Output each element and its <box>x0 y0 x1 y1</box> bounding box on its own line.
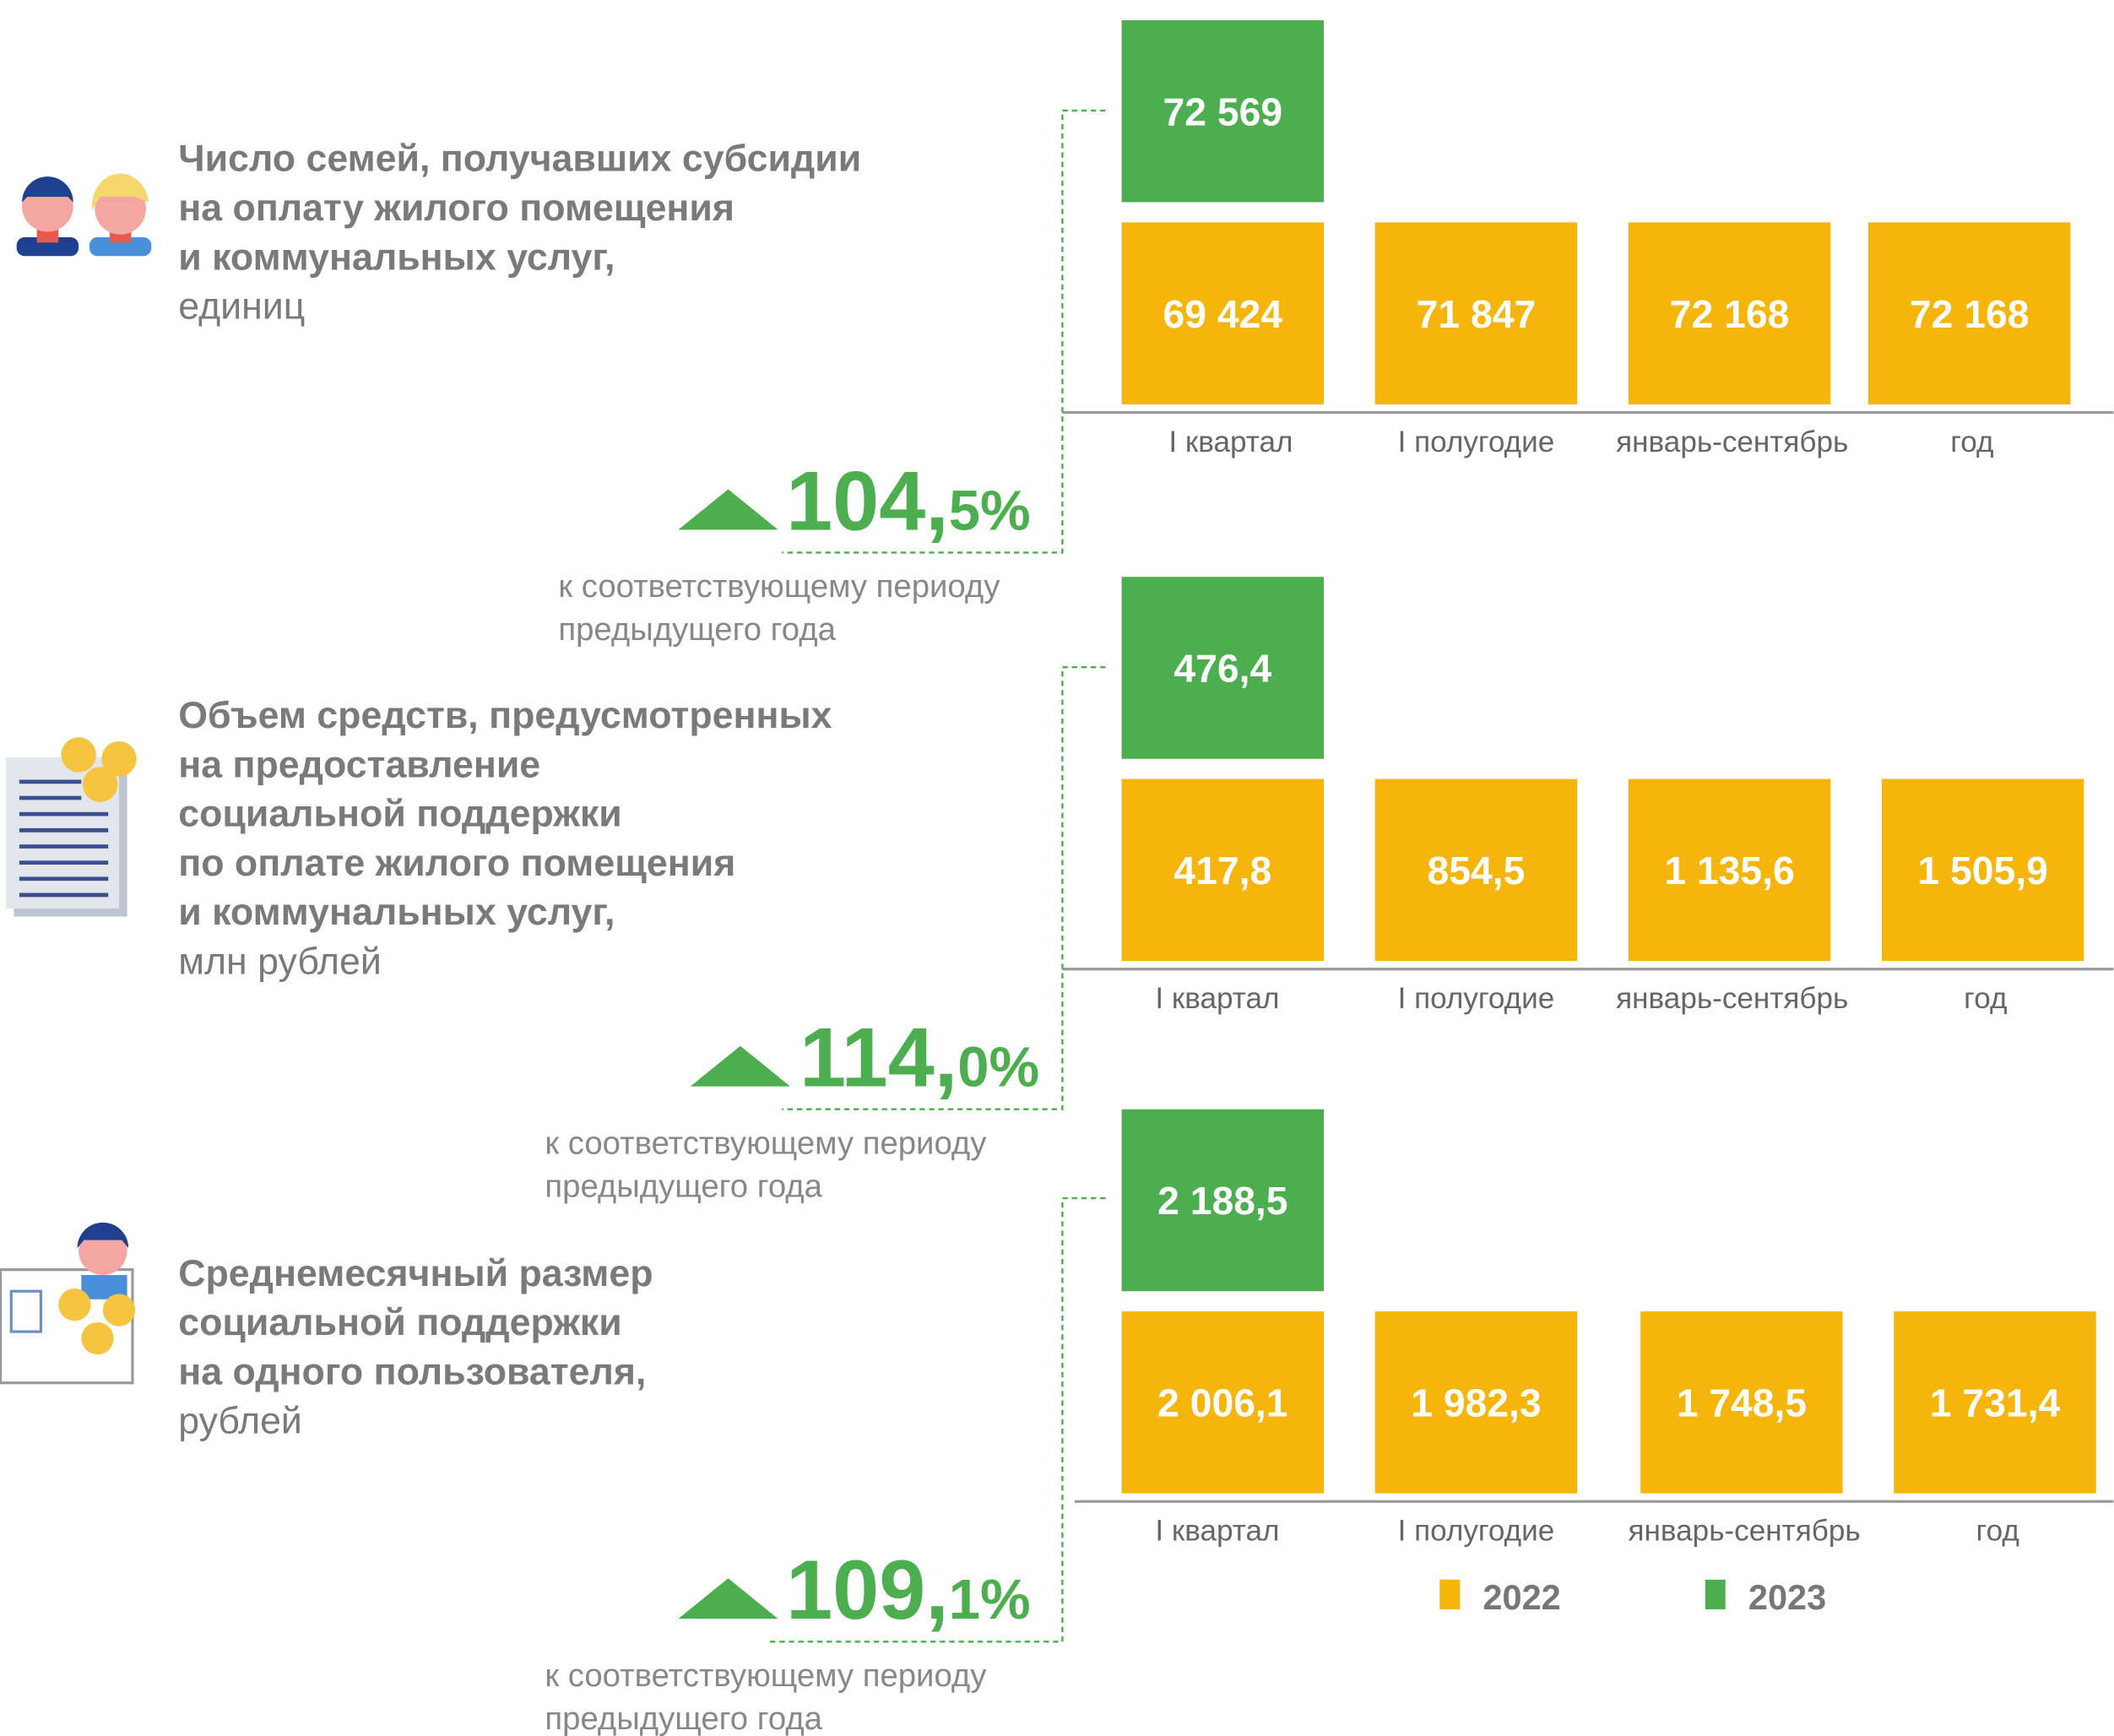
note: предыдущего года <box>545 1168 822 1204</box>
category-label: январь-сентябрь <box>1629 1515 1861 1548</box>
panel-title: Объем средств, предусмотренных <box>178 695 832 736</box>
panel-title: на оплату жилого помещения <box>178 187 734 229</box>
category-label: I полугодие <box>1398 426 1555 458</box>
infographic: Число семей, получавших субсидии на оплат… <box>0 0 2114 1736</box>
panel-title: социальной поддержки <box>178 1302 621 1343</box>
value-2022: 72 168 <box>1910 292 2030 336</box>
value-2023: 476,4 <box>1174 647 1271 691</box>
panel-unit: рублей <box>178 1401 302 1442</box>
value-2022: 1 748,5 <box>1677 1381 1807 1425</box>
panel-unit: единиц <box>178 286 305 328</box>
percent-decimal: 5% <box>949 479 1031 542</box>
legend-swatch <box>1439 1580 1460 1609</box>
panel-title: Число семей, получавших субсидии <box>178 138 861 180</box>
value-2023: 2 188,5 <box>1157 1179 1287 1223</box>
up-arrow <box>691 1046 790 1087</box>
percent-main: 104, <box>786 453 949 547</box>
category-label: I полугодие <box>1398 1515 1555 1548</box>
category-label: I квартал <box>1155 982 1279 1015</box>
category-label: год <box>1950 426 1993 458</box>
percent: 109,1% <box>786 1543 1030 1636</box>
category-label: год <box>1964 982 2007 1015</box>
note: к соответствующему периоду <box>545 1125 987 1161</box>
category-label: I квартал <box>1168 426 1293 458</box>
category-label: январь-сентябрь <box>1616 426 1848 458</box>
up-arrow <box>678 489 778 529</box>
percent-main: 114, <box>800 1011 957 1104</box>
legend-swatch <box>1705 1580 1726 1609</box>
value-2023: 72 569 <box>1163 90 1283 133</box>
people-icon <box>17 174 152 257</box>
panel-title: на одного пользователя, <box>178 1351 646 1392</box>
value-2022: 71 847 <box>1417 292 1537 336</box>
page: {"panels":[ {"title_lines":["Число семей… <box>0 0 2114 1736</box>
up-arrow <box>678 1578 778 1619</box>
note: к соответствующему периоду <box>558 568 1000 605</box>
panel-title: Среднемесячный размер <box>178 1253 653 1294</box>
panel-title: на предоставление <box>178 744 540 785</box>
percent-main: 109, <box>786 1543 949 1636</box>
value-2022: 417,8 <box>1174 849 1271 892</box>
value-2022: 1 982,3 <box>1411 1381 1541 1425</box>
panel-title: и коммунальных услуг, <box>178 892 615 933</box>
legend-label: 2023 <box>1748 1577 1826 1617</box>
percent-decimal: 0% <box>957 1036 1039 1099</box>
panel-title: по оплате жилого помещения <box>178 843 735 884</box>
document-icon <box>6 737 137 916</box>
percent: 104,5% <box>786 453 1030 547</box>
note: к соответствующему периоду <box>545 1657 987 1694</box>
note: предыдущего года <box>558 611 836 648</box>
panel-title: и коммунальных услуг, <box>178 236 615 278</box>
value-2022: 72 168 <box>1670 292 1790 336</box>
value-2022: 1 135,6 <box>1664 849 1794 892</box>
percent: 114,0% <box>800 1011 1039 1104</box>
panel-unit: млн рублей <box>178 941 382 982</box>
category-label: год <box>1976 1515 2019 1548</box>
value-2022: 69 424 <box>1163 292 1283 336</box>
category-label: I полугодие <box>1398 982 1555 1015</box>
value-2022: 854,5 <box>1428 849 1526 892</box>
category-label: январь-сентябрь <box>1616 982 1848 1015</box>
percent-decimal: 1% <box>949 1568 1031 1631</box>
value-2022: 2 006,1 <box>1157 1381 1287 1425</box>
value-2022: 1 731,4 <box>1930 1381 2061 1425</box>
user-icon <box>1 1223 136 1383</box>
category-label: I квартал <box>1155 1515 1279 1548</box>
value-2022: 1 505,9 <box>1917 849 2047 892</box>
legend-label: 2022 <box>1483 1577 1560 1617</box>
panel-title: социальной поддержки <box>178 794 621 835</box>
note: предыдущего года <box>545 1701 822 1736</box>
